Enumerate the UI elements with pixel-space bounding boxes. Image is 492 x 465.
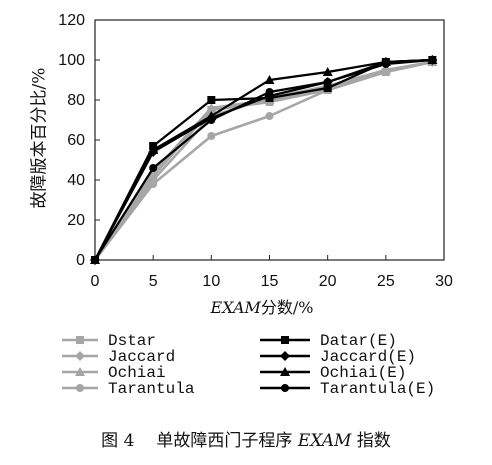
series-dstar (91, 58, 436, 264)
data-point (324, 78, 332, 86)
series-datar-e (91, 56, 436, 264)
data-point (207, 116, 215, 124)
x-tick-label: 20 (319, 273, 337, 290)
data-point (382, 68, 390, 76)
legend-marker (76, 336, 84, 344)
x-tick-label: 25 (377, 273, 395, 290)
legend-marker (281, 336, 289, 344)
x-tick-label: 30 (435, 273, 453, 290)
y-tick-label: 0 (76, 252, 85, 269)
series-jaccard-e (90, 55, 437, 265)
y-tick-label: 60 (67, 132, 85, 149)
plot-frame (95, 20, 444, 260)
x-tick-label: 0 (91, 273, 100, 290)
series-tarantula (91, 58, 436, 264)
legend-marker (76, 384, 84, 392)
data-point (428, 56, 436, 64)
legend-marker (280, 351, 290, 361)
plot-area: 0 20 40 60 80 100 120 0 5 10 15 20 25 30 (58, 12, 453, 290)
y-tick-label: 20 (67, 212, 85, 229)
series-ochiai-e (90, 55, 437, 264)
legend-item: Tarantula(E) (260, 380, 435, 398)
caption-text-italic: EXAM (298, 431, 352, 451)
legend-item: Tarantula (62, 380, 195, 398)
legend-marker (75, 351, 85, 361)
x-tick-label: 5 (149, 273, 158, 290)
x-tick-label: 10 (202, 273, 220, 290)
y-axis-title-text: 故障版本百分比/% (30, 68, 50, 209)
y-tick-label: 80 (67, 92, 85, 109)
legend-label: Tarantula(E) (320, 380, 435, 398)
data-point (149, 180, 157, 188)
figure-caption: 图 4 单故障西门子程序 EXAM 指数 (0, 426, 492, 451)
series-jaccard (90, 57, 437, 265)
x-axis-title-rest: 分数/% (261, 298, 314, 317)
caption-figure-number: 图 4 (101, 431, 134, 451)
series-ochiai (90, 57, 437, 264)
y-tick-label: 40 (67, 172, 85, 189)
legend-label: Tarantula (108, 380, 195, 398)
caption-text-before: 单故障西门子程序 (156, 431, 297, 451)
data-point (382, 60, 390, 68)
caption-text-after: 指数 (351, 431, 390, 451)
y-tick-label: 120 (58, 12, 85, 29)
x-axis-title: EXAM分数/% (209, 298, 313, 317)
data-point (91, 256, 99, 264)
legend-marker (281, 384, 289, 392)
data-point (266, 88, 274, 96)
x-axis-title-italic: EXAM (209, 298, 261, 317)
x-tick-label: 15 (261, 273, 279, 290)
data-point (149, 164, 157, 172)
y-tick-label: 100 (58, 52, 85, 69)
y-axis-title: 故障版本百分比/% (30, 68, 50, 209)
data-point (207, 96, 215, 104)
series-line (95, 60, 432, 260)
legend: DstarJaccardOchiaiTarantulaDatar(E)Jacca… (62, 332, 435, 398)
data-point (207, 132, 215, 140)
series-tarantula-e (91, 56, 436, 264)
data-point (266, 112, 274, 120)
